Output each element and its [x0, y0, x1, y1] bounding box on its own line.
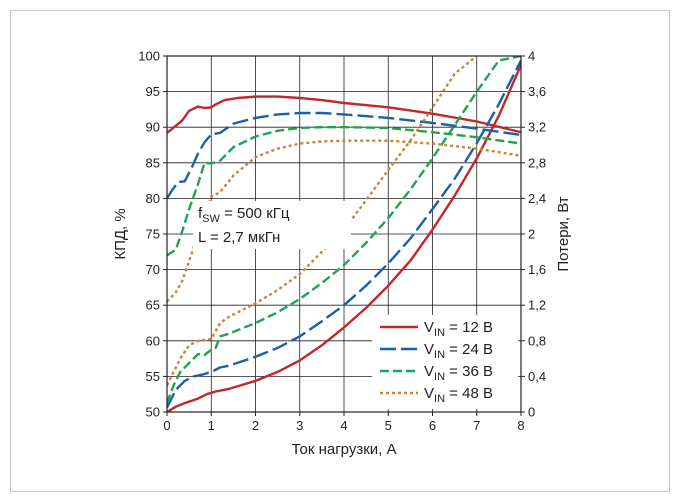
- legend-background: [372, 315, 518, 409]
- annotation-frequency-symbol: f: [198, 205, 203, 222]
- y-tick-label-10: 100: [138, 49, 160, 64]
- series-3-losses-line: [167, 56, 478, 386]
- x-tick-label-0: 0: [163, 418, 170, 433]
- y2-tick-label-5: 2: [528, 227, 535, 242]
- axis-labels: Ток нагрузки, А КПД, % Потери, Вт: [112, 196, 572, 458]
- annotation-frequency-value: = 500 кГц: [220, 205, 290, 222]
- legend-label-3-subscript: IN: [434, 393, 445, 405]
- legend-label-3-symbol: V: [424, 385, 434, 402]
- legend-label-1-value: = 24 В: [445, 341, 493, 358]
- legend-label-0-symbol: V: [424, 319, 434, 336]
- legend-label-2-value: = 36 В: [445, 363, 493, 380]
- y-tick-label-4: 70: [146, 262, 160, 277]
- annotation-frequency: fSW = 500 кГц: [198, 205, 290, 225]
- legend-label-0-subscript: IN: [434, 327, 445, 339]
- legend-label-2-symbol: V: [424, 363, 434, 380]
- series-2-efficiency-line: [167, 126, 521, 257]
- y2-tick-label-0: 0: [528, 405, 535, 420]
- x-tick-label-6: 6: [429, 418, 436, 433]
- y-axis-label: КПД, %: [112, 208, 129, 259]
- y2-tick-label-8: 3,2: [528, 120, 546, 135]
- series-1-efficiency-line: [167, 111, 521, 200]
- annotation-frequency-subscript: SW: [202, 213, 220, 225]
- legend-label-0: VIN = 12 В: [424, 319, 493, 339]
- x-tick-label-1: 1: [208, 418, 215, 433]
- y2-tick-label-10: 4: [528, 49, 535, 64]
- y-tick-label-6: 80: [146, 191, 160, 206]
- legend-label-0-value: = 12 В: [445, 319, 493, 336]
- y-tick-label-0: 50: [146, 405, 160, 420]
- y-tick-label-8: 90: [146, 120, 160, 135]
- annotation-inductance: L = 2,7 мкГн: [198, 229, 280, 246]
- y2-axis-label: Потери, Вт: [555, 196, 572, 271]
- ticks: 0 1 2 3 4 5 6 7 8 50 55 60 65 70 75 80 85 90 95 100 0 0,4 0,8 1…: [138, 49, 546, 434]
- y-tick-label-1: 55: [146, 369, 160, 384]
- series-0-efficiency-line: [167, 95, 521, 134]
- y-tick-label-3: 65: [146, 298, 160, 313]
- series-2-losses-line: [167, 56, 521, 404]
- y2-tick-label-3: 1,2: [528, 298, 546, 313]
- legend-label-1: VIN = 24 В: [424, 341, 493, 361]
- annotation: fSW = 500 кГц L = 2,7 мкГн: [193, 201, 351, 249]
- y2-tick-label-9: 3,6: [528, 84, 546, 99]
- legend-label-3: VIN = 48 В: [424, 385, 493, 405]
- y-tick-label-5: 75: [146, 227, 160, 242]
- x-tick-label-8: 8: [517, 418, 524, 433]
- legend-label-1-symbol: V: [424, 341, 434, 358]
- x-tick-label-4: 4: [340, 418, 347, 433]
- series-3-efficiency-line: [167, 139, 521, 303]
- x-tick-label-2: 2: [252, 418, 259, 433]
- y2-tick-label-2: 0,8: [528, 333, 546, 348]
- x-tick-label-3: 3: [296, 418, 303, 433]
- legend-label-3-value: = 48 В: [445, 385, 493, 402]
- series-0-losses-line: [167, 64, 521, 412]
- legend-label-1-subscript: IN: [434, 349, 445, 361]
- x-tick-label-7: 7: [473, 418, 480, 433]
- y2-tick-label-7: 2,8: [528, 155, 546, 170]
- y-tick-label-2: 60: [146, 333, 160, 348]
- annotation-background: [193, 201, 351, 249]
- legend-label-2: VIN = 36 В: [424, 363, 493, 383]
- y2-tick-label-4: 1,6: [528, 262, 546, 277]
- series-1-losses-line: [167, 59, 521, 409]
- legend-label-2-subscript: IN: [434, 371, 445, 383]
- y2-tick-label-1: 0,4: [528, 369, 546, 384]
- y2-tick-label-6: 2,4: [528, 191, 546, 206]
- curves: [167, 56, 521, 412]
- x-tick-label-5: 5: [385, 418, 392, 433]
- y-tick-label-7: 85: [146, 155, 160, 170]
- y-tick-label-9: 95: [146, 84, 160, 99]
- x-axis-label: Ток нагрузки, А: [292, 441, 397, 458]
